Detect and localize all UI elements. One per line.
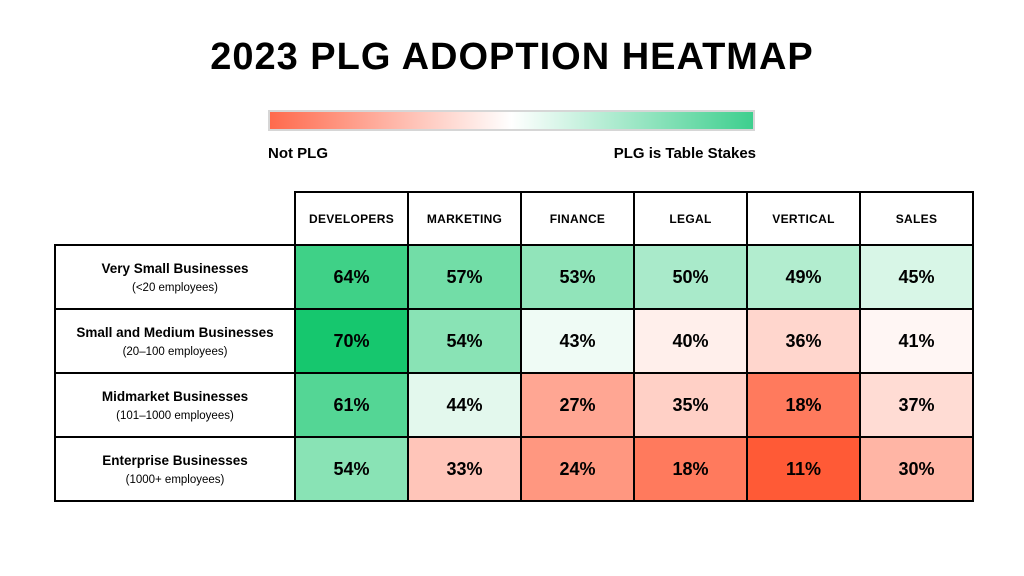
row-subtitle: (<20 employees) bbox=[132, 281, 218, 294]
column-header-developers: DEVELOPERS bbox=[294, 191, 409, 246]
heat-cell: 50% bbox=[633, 244, 748, 310]
row-header: Midmarket Businesses (101–1000 employees… bbox=[54, 372, 296, 438]
heat-cell: 49% bbox=[746, 244, 861, 310]
corner-cell bbox=[55, 192, 295, 245]
heatmap-row: Small and Medium Businesses (20–100 empl… bbox=[54, 308, 974, 374]
row-subtitle: (1000+ employees) bbox=[125, 473, 225, 486]
heat-cell: 43% bbox=[520, 308, 635, 374]
column-header-vertical: VERTICAL bbox=[746, 191, 861, 246]
heat-cell: 45% bbox=[859, 244, 974, 310]
row-name: Very Small Businesses bbox=[101, 260, 249, 276]
heat-cell: 44% bbox=[407, 372, 522, 438]
column-header-marketing: MARKETING bbox=[407, 191, 522, 246]
heat-cell: 18% bbox=[633, 436, 748, 502]
heat-cell: 37% bbox=[859, 372, 974, 438]
heat-cell: 54% bbox=[294, 436, 409, 502]
heat-cell: 27% bbox=[520, 372, 635, 438]
heat-cell: 33% bbox=[407, 436, 522, 502]
legend-high-label: PLG is Table Stakes bbox=[613, 145, 756, 162]
heatmap-row: Enterprise Businesses (1000+ employees) … bbox=[54, 436, 974, 502]
heatmap-table: DEVELOPERS MARKETING FINANCE LEGAL VERTI… bbox=[54, 191, 974, 502]
heat-cell: 36% bbox=[746, 308, 861, 374]
chart-title: 2023 PLG ADOPTION HEATMAP bbox=[210, 36, 814, 78]
row-subtitle: (101–1000 employees) bbox=[116, 409, 234, 422]
column-header-sales: SALES bbox=[859, 191, 974, 246]
heat-cell: 30% bbox=[859, 436, 974, 502]
heat-cell: 54% bbox=[407, 308, 522, 374]
column-header-finance: FINANCE bbox=[520, 191, 635, 246]
heat-cell: 41% bbox=[859, 308, 974, 374]
column-header-legal: LEGAL bbox=[633, 191, 748, 246]
heat-cell: 40% bbox=[633, 308, 748, 374]
heat-cell: 57% bbox=[407, 244, 522, 310]
row-header: Enterprise Businesses (1000+ employees) bbox=[54, 436, 296, 502]
row-name: Enterprise Businesses bbox=[102, 452, 248, 468]
legend-low-label: Not PLG bbox=[268, 145, 328, 162]
heat-cell: 11% bbox=[746, 436, 861, 502]
row-header: Very Small Businesses (<20 employees) bbox=[54, 244, 296, 310]
heat-cell: 18% bbox=[746, 372, 861, 438]
heat-cell: 53% bbox=[520, 244, 635, 310]
heat-cell: 24% bbox=[520, 436, 635, 502]
color-scale-bar bbox=[268, 110, 755, 131]
row-name: Small and Medium Businesses bbox=[76, 324, 274, 340]
heat-cell: 35% bbox=[633, 372, 748, 438]
heatmap-row: Midmarket Businesses (101–1000 employees… bbox=[54, 372, 974, 438]
heat-cell: 61% bbox=[294, 372, 409, 438]
row-name: Midmarket Businesses bbox=[101, 388, 249, 404]
heat-cell: 64% bbox=[294, 244, 409, 310]
heatmap-row: Very Small Businesses (<20 employees) 64… bbox=[54, 244, 974, 310]
row-header: Small and Medium Businesses (20–100 empl… bbox=[54, 308, 296, 374]
row-subtitle: (20–100 employees) bbox=[122, 345, 228, 358]
heat-cell: 70% bbox=[294, 308, 409, 374]
